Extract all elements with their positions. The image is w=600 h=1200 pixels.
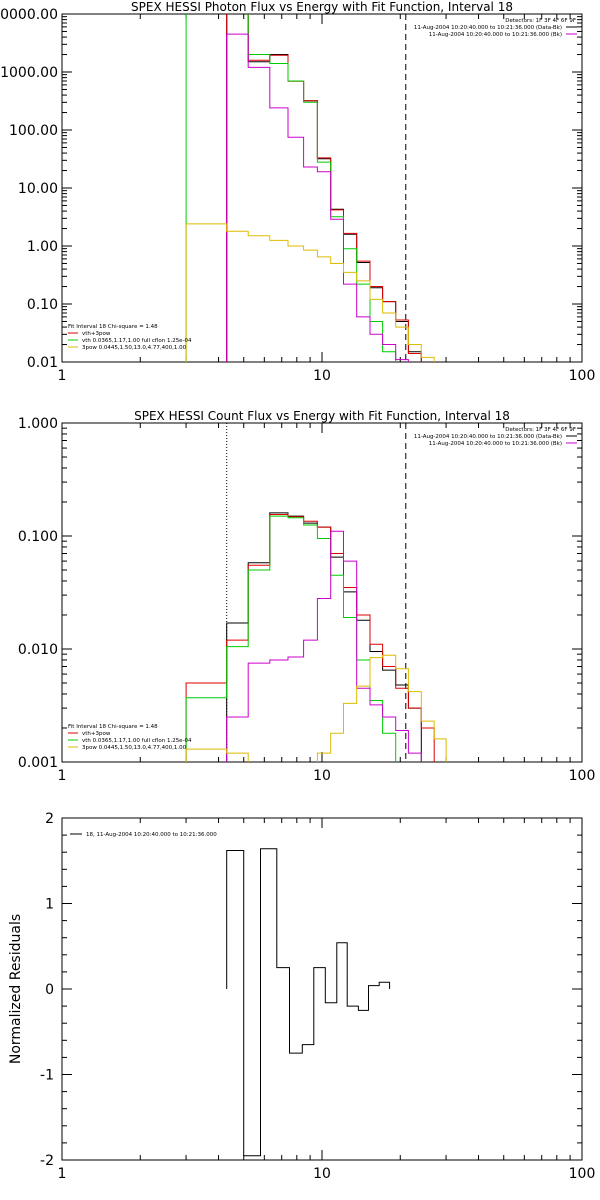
y-tick-label: 100.00: [9, 123, 58, 139]
data-layer: [185, 14, 435, 362]
legend-entry: vth+3pow: [82, 331, 111, 337]
x-tick-label: 100: [569, 768, 596, 784]
y-tick-label: 10000.00: [0, 7, 58, 23]
series-vth-3pow-line: [185, 514, 435, 762]
y-tick-label: 1000.00: [0, 65, 58, 81]
y-tick-label: 1: [45, 897, 54, 913]
series-3pow-line: [185, 223, 435, 362]
series-data-bk-line: [226, 512, 422, 762]
x-tick-label: 1: [58, 368, 67, 384]
legend-entry: Fit Interval 18 Chi-square = 1.48: [68, 724, 158, 730]
y-axis-label: Normalized Residuals: [8, 914, 24, 1064]
series-data-bk-line: [226, 14, 422, 362]
y-tick-label: 0: [45, 982, 54, 998]
x-tick-label: 100: [569, 368, 596, 384]
y-tick-label: 1.00: [27, 239, 58, 255]
series-vth-3pow-line: [226, 14, 422, 362]
detectors-label: Detectors: 1F 3F 4F 6F 9F: [505, 427, 576, 433]
legend-entry: 3pow 0.0445,1.50,13.0,4.77,400,1.00: [82, 345, 187, 351]
chart-title: SPEX HESSI Photon Flux vs Energy with Fi…: [131, 0, 513, 14]
series-3pow-line: [185, 654, 447, 762]
count-flux-panel: SPEX HESSI Count Flux vs Energy with Fit…: [18, 409, 595, 784]
legend-entry: Fit Interval 18 Chi-square = 1.48: [68, 324, 158, 330]
x-tick-label: 10: [313, 768, 331, 784]
legend-entry: vth 0.0365,1.17,1.00 full cflon 1.25e-04: [82, 338, 192, 344]
y-tick-label: 0.10: [27, 297, 58, 313]
legend-entry: 3pow 0.0445,1.50,13.0,4.77,400,1.00: [82, 745, 187, 751]
plot-frame: [61, 817, 583, 1161]
y-tick-label: 0.01: [27, 355, 58, 371]
y-tick-label: 0.010: [18, 642, 58, 658]
legend-entry: 18, 11-Aug-2004 10:20:40.000 to 10:21:36…: [86, 832, 217, 838]
series-bk-line: [226, 530, 422, 762]
series-vth-line: [185, 515, 397, 762]
y-tick-label: 1.000: [18, 416, 58, 432]
y-tick-label: 10.00: [18, 181, 58, 197]
time-interval-label: 11-Aug-2004 10:20:40.000 to 10:21:36.000…: [429, 32, 562, 38]
y-tick-label: -2: [40, 1153, 54, 1169]
series-18-11-aug-2004-10-20-40-000-to-line: [226, 848, 391, 1157]
photon-flux-panel: SPEX HESSI Photon Flux vs Energy with Fi…: [0, 0, 595, 384]
detectors-label: Detectors: 1F 3F 4F 6F 9F: [505, 18, 576, 24]
y-tick-label: 0.001: [18, 755, 58, 771]
y-tick-label: 0.100: [18, 529, 58, 545]
time-interval-label: 11-Aug-2004 10:20:40.000 to 10:21:36.000…: [414, 25, 562, 31]
legend-entry: vth 0.0365,1.17,1.00 full cflon 1.25e-04: [82, 738, 192, 744]
series-vth-line: [185, 14, 397, 362]
legend-entry: vth+3pow: [82, 731, 111, 737]
data-layer: [185, 423, 447, 762]
x-tick-label: 1: [58, 768, 67, 784]
x-tick-label: 10: [313, 368, 331, 384]
plot-frame: [61, 13, 583, 363]
time-interval-label: 11-Aug-2004 10:20:40.000 to 10:21:36.000…: [429, 441, 562, 447]
series-bk-line: [226, 33, 409, 362]
time-interval-label: 11-Aug-2004 10:20:40.000 to 10:21:36.000…: [414, 434, 562, 440]
x-tick-label: 10: [313, 1166, 331, 1182]
y-tick-label: -1: [40, 1068, 54, 1084]
plot-frame: [61, 422, 583, 763]
x-tick-label: 100: [569, 1166, 596, 1182]
y-tick-label: 2: [45, 811, 54, 827]
data-layer: [226, 848, 391, 1157]
chart-title: SPEX HESSI Count Flux vs Energy with Fit…: [134, 409, 510, 423]
x-tick-label: 1: [58, 1166, 67, 1182]
